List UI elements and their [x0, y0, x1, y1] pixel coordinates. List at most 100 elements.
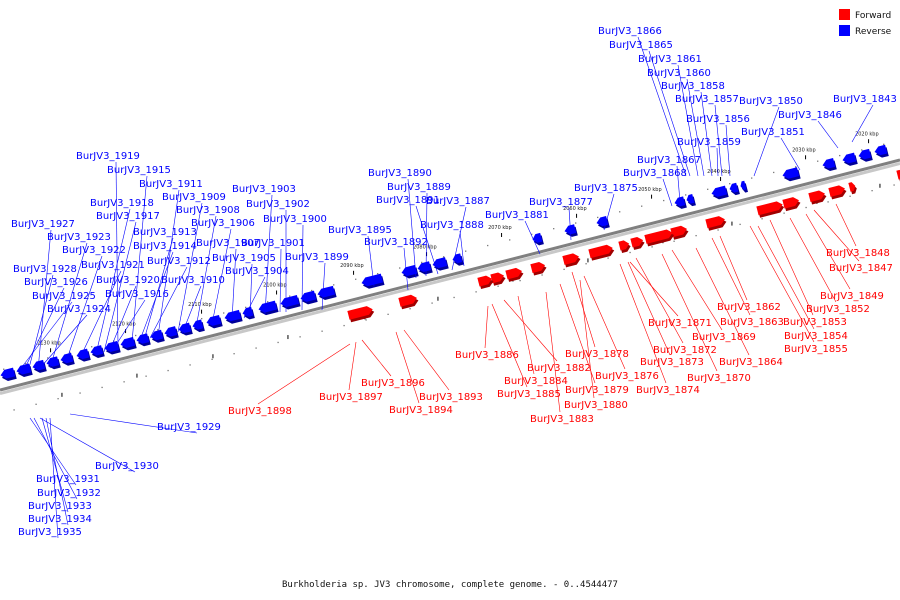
reverse-gene-label: BurJV3_1918: [90, 198, 154, 209]
guide-dot: [3, 368, 5, 370]
reverse-gene-label: BurJV3_1888: [420, 220, 484, 231]
forward-gene-arrow: [490, 272, 505, 284]
tick-label: 2030 kbp: [792, 147, 816, 153]
forward-gene-label: BurJV3_1873: [640, 357, 704, 368]
reverse-leader-line: [851, 104, 874, 143]
forward-gene-label: BurJV3_1863: [720, 317, 784, 328]
forward-leader-line: [619, 263, 667, 384]
guide-dot: [47, 357, 49, 359]
reverse-gene-arrow: [874, 144, 888, 156]
reverse-leader-line: [177, 202, 203, 333]
guide-dot: [211, 358, 213, 360]
guide-dot: [421, 261, 423, 264]
legend-reverse-label: Reverse: [855, 27, 892, 37]
tick-label: 2090 kbp: [340, 263, 364, 269]
reverse-leader-line: [27, 274, 54, 373]
reverse-gene-label: BurJV3_1925: [32, 291, 96, 302]
guide-dot: [145, 375, 147, 377]
gene-labels: BurJV3_1866 BurJV3_1865 BurJV3_1861 BurJV3_…: [11, 26, 897, 538]
reverse-gene-arrow: [104, 341, 120, 352]
guide-dot: [849, 195, 851, 197]
guide-dot: [333, 284, 335, 286]
legend-reverse-swatch: [839, 25, 850, 36]
forward-leader-line: [583, 275, 626, 370]
forward-gene-arrow: [618, 240, 630, 251]
guide-dot: [355, 278, 357, 280]
reverse-leader-line: [45, 417, 69, 526]
reverse-gene-label: BurJV3_1868: [623, 168, 687, 179]
reverse-gene-arrow: [729, 182, 739, 193]
forward-gene-label: BurJV3_1874: [636, 385, 700, 396]
guide-dot: [673, 240, 675, 242]
reverse-gene-label: BurJV3_1904: [225, 266, 289, 277]
reverse-gene-label: BurJV3_1900: [263, 214, 327, 225]
reverse-gene-label: BurJV3_1907: [196, 238, 260, 249]
reverse-leader-line: [686, 78, 705, 177]
guide-dot: [475, 291, 477, 293]
guide-dot: [387, 313, 389, 315]
forward-leader-line: [661, 253, 718, 372]
guide-dot: [399, 267, 401, 269]
reverse-gene-label: BurJV3_1902: [246, 199, 310, 210]
reverse-leader-line: [725, 124, 731, 177]
guide-dot: [861, 149, 863, 151]
reverse-gene-label: BurJV3_1858: [661, 81, 725, 92]
reverse-leader-line: [817, 120, 839, 149]
reverse-gene-label: BurJV3_1846: [778, 110, 842, 121]
reverse-leader-line: [143, 237, 174, 341]
reverse-gene-label: BurJV3_1877: [529, 197, 593, 208]
reverse-leader-line: [662, 178, 673, 207]
guide-dot: [189, 364, 191, 366]
guide-dot: [575, 222, 577, 224]
guide-dot: [245, 306, 247, 309]
guide-dot: [619, 211, 621, 213]
guide-dot: [629, 251, 631, 254]
reverse-gene-label: BurJV3_1912: [147, 256, 211, 267]
reverse-gene-label: BurJV3_1861: [638, 54, 702, 65]
reverse-gene-label: BurJV3_1931: [36, 474, 100, 485]
guide-dot: [817, 160, 819, 162]
reverse-leader-line: [415, 205, 439, 275]
reverse-leader-line: [249, 263, 253, 319]
guide-dot: [563, 268, 565, 271]
reverse-leader-line: [131, 175, 148, 343]
reverse-gene-label: BurJV3_1895: [328, 225, 392, 236]
guide-dot: [465, 250, 467, 252]
guide-dot: [717, 229, 719, 231]
reverse-gene-arrow: [178, 322, 192, 334]
reverse-leader-line: [37, 229, 52, 371]
forward-gene-label: BurJV3_1882: [527, 363, 591, 374]
guide-dot: [773, 171, 775, 174]
reverse-leader-line: [637, 36, 687, 177]
forward-leader-line: [403, 329, 450, 391]
reverse-gene-label: BurJV3_1889: [387, 182, 451, 193]
forward-gene-label: BurJV3_1855: [784, 344, 848, 355]
reverse-leader-line: [403, 247, 409, 291]
reverse-gene-label: BurJV3_1924: [47, 304, 111, 315]
reverse-gene-arrow: [32, 359, 46, 371]
reverse-gene-label: BurJV3_1932: [37, 488, 101, 499]
guide-dot: [365, 319, 367, 321]
tick-label: 2020 kbp: [855, 131, 879, 137]
forward-gene-arrow: [782, 197, 799, 209]
axis-line: [0, 158, 900, 392]
label-leader-lines: [17, 36, 874, 539]
forward-leader-line: [749, 225, 815, 343]
reverse-gene-label: BurJV3_1920: [96, 275, 160, 286]
reverse-leader-line: [714, 104, 723, 177]
reverse-gene-arrow: [417, 261, 432, 272]
reverse-gene-arrow: [224, 309, 242, 322]
reverse-leader-line: [139, 251, 174, 341]
forward-leader-line: [635, 257, 684, 344]
forward-leader-line: [395, 331, 420, 404]
guide-dot: [311, 289, 313, 292]
guide-dot: [123, 381, 125, 383]
guide-dot: [519, 279, 521, 282]
legend-forward-label: Forward: [855, 11, 891, 21]
reverse-gene-arrow: [686, 194, 695, 204]
guide-dot: [695, 234, 697, 237]
guide-dot: [839, 154, 841, 157]
forward-leader-line: [348, 341, 357, 391]
reverse-leader-line: [23, 287, 65, 371]
forward-leader-line: [257, 343, 351, 405]
